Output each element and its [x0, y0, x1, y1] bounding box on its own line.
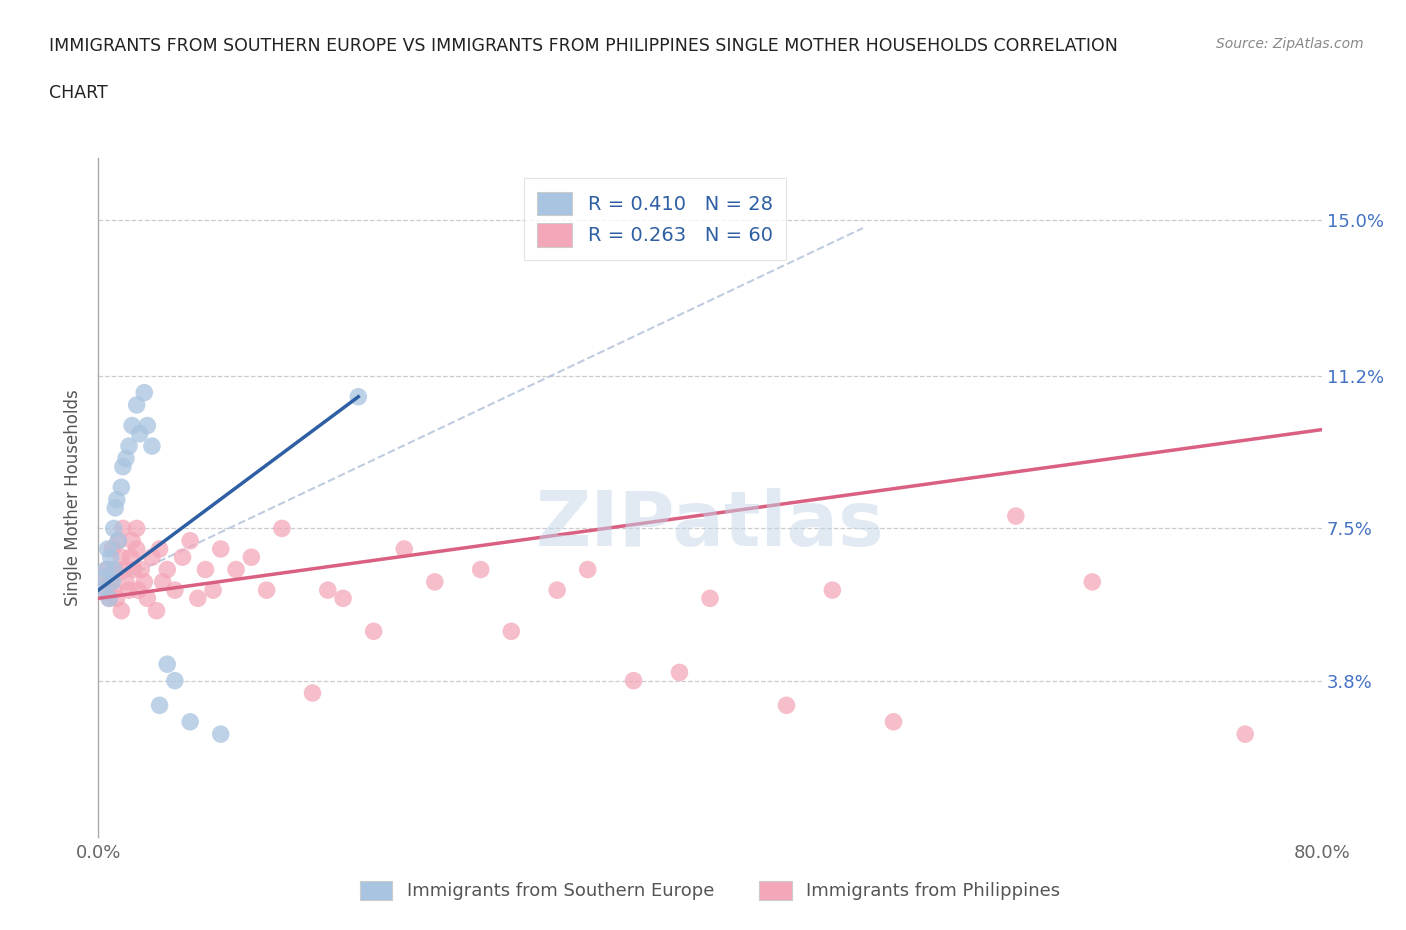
Point: [107, 533, 129, 548]
Point: [699, 591, 721, 605]
Point: [104, 562, 127, 577]
Point: [141, 439, 163, 454]
Point: [125, 521, 148, 536]
Point: [112, 562, 135, 577]
Point: [110, 550, 132, 565]
Point: [256, 583, 278, 598]
Point: [225, 562, 247, 577]
Point: [111, 521, 134, 536]
Point: [121, 418, 143, 433]
Point: [1004, 509, 1026, 524]
Point: [103, 583, 125, 598]
Point: [136, 591, 159, 605]
Point: [209, 541, 232, 556]
Point: [103, 562, 125, 577]
Point: [125, 397, 148, 412]
Point: [668, 665, 690, 680]
Point: [149, 698, 172, 712]
Point: [118, 439, 141, 454]
Point: [121, 533, 143, 548]
Point: [179, 714, 201, 729]
Point: [179, 533, 201, 548]
Point: [470, 562, 492, 577]
Point: [152, 575, 174, 590]
Point: [316, 583, 339, 598]
Point: [240, 550, 263, 565]
Point: [501, 624, 523, 639]
Point: [128, 426, 150, 441]
Point: [97, 562, 120, 577]
Point: [118, 583, 141, 598]
Point: [301, 685, 323, 700]
Point: [546, 583, 568, 598]
Point: [105, 492, 128, 507]
Point: [623, 673, 645, 688]
Point: [127, 583, 149, 598]
Point: [98, 591, 121, 605]
Point: [115, 575, 138, 590]
Point: [120, 550, 142, 565]
Point: [122, 562, 145, 577]
Point: [101, 541, 124, 556]
Point: [156, 562, 179, 577]
Point: [163, 673, 186, 688]
Point: [156, 657, 179, 671]
Point: [110, 480, 132, 495]
Point: [149, 541, 172, 556]
Text: IMMIGRANTS FROM SOUTHERN EUROPE VS IMMIGRANTS FROM PHILIPPINES SINGLE MOTHER HOU: IMMIGRANTS FROM SOUTHERN EUROPE VS IMMIG…: [49, 37, 1118, 55]
Point: [103, 521, 125, 536]
Point: [145, 604, 167, 618]
Point: [100, 575, 122, 590]
Point: [110, 604, 132, 618]
Point: [187, 591, 209, 605]
Point: [136, 418, 159, 433]
Point: [423, 575, 446, 590]
Point: [209, 726, 232, 741]
Point: [125, 541, 148, 556]
Text: Source: ZipAtlas.com: Source: ZipAtlas.com: [1216, 37, 1364, 51]
Legend: Immigrants from Southern Europe, Immigrants from Philippines: Immigrants from Southern Europe, Immigra…: [350, 872, 1070, 910]
Y-axis label: Single Mother Households: Single Mother Households: [65, 389, 83, 606]
Point: [100, 550, 122, 565]
Point: [111, 459, 134, 474]
Point: [363, 624, 385, 639]
Point: [270, 521, 292, 536]
Point: [332, 591, 354, 605]
Point: [105, 591, 128, 605]
Point: [94, 583, 117, 598]
Point: [883, 714, 905, 729]
Point: [134, 575, 156, 590]
Text: CHART: CHART: [49, 84, 108, 101]
Point: [347, 390, 370, 405]
Text: ZIPatlas: ZIPatlas: [536, 487, 884, 562]
Point: [91, 570, 114, 585]
Point: [91, 570, 114, 585]
Point: [97, 541, 120, 556]
Point: [202, 583, 225, 598]
Point: [1081, 575, 1104, 590]
Point: [821, 583, 844, 598]
Point: [775, 698, 797, 712]
Point: [129, 562, 152, 577]
Point: [1234, 726, 1257, 741]
Point: [172, 550, 194, 565]
Point: [115, 451, 138, 466]
Point: [163, 583, 186, 598]
Point: [194, 562, 217, 577]
Point: [90, 583, 112, 598]
Point: [392, 541, 416, 556]
Point: [94, 562, 117, 577]
Point: [101, 575, 124, 590]
Point: [98, 591, 121, 605]
Point: [104, 500, 127, 515]
Point: [107, 533, 129, 548]
Point: [141, 550, 163, 565]
Point: [134, 385, 156, 400]
Point: [576, 562, 599, 577]
